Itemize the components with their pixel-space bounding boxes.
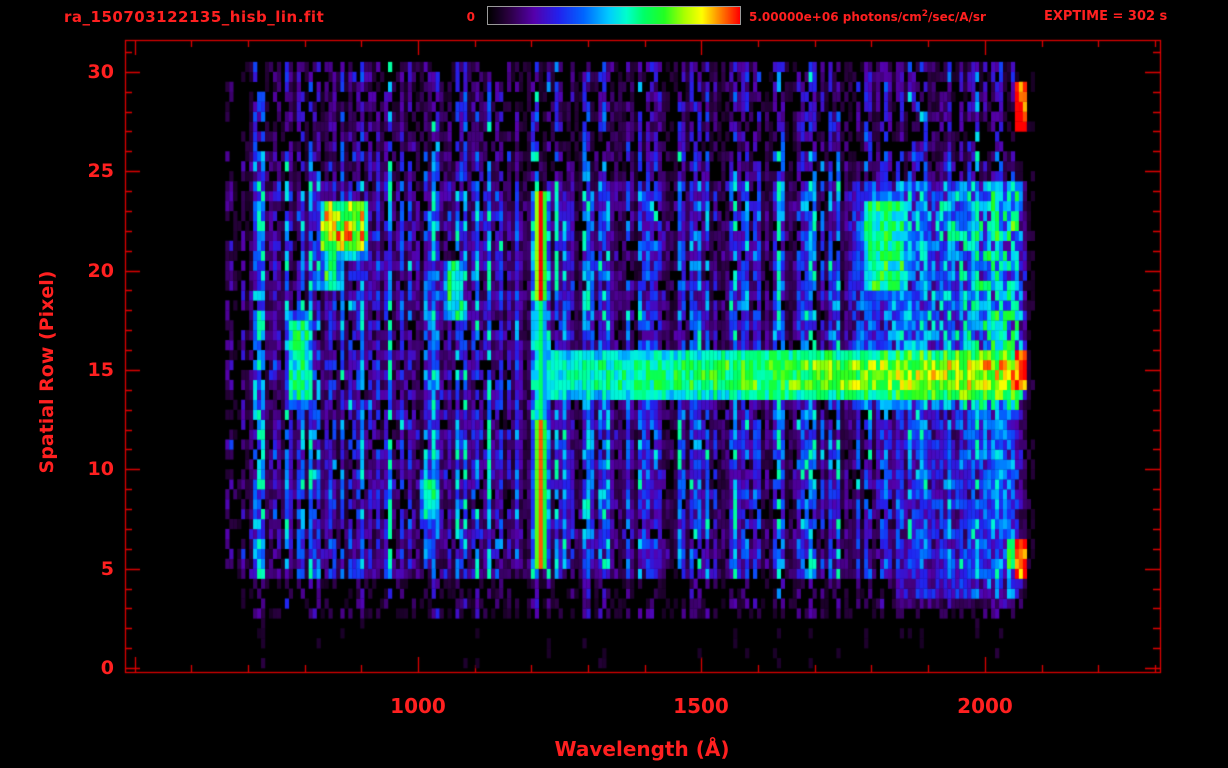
x-tick-label-1500: 1500 [673,694,729,718]
exptime-label: EXPTIME = 302 s [1044,9,1168,24]
y-tick-label-30: 30 [87,61,114,83]
x-axis-title: Wavelength (Å) [554,737,730,761]
colorbar-max-superscript: 2 [921,9,929,19]
colorbar-max-post: /sec/A/sr [928,10,986,24]
x-tick-label-1000: 1000 [390,694,446,718]
filename-title: ra_150703122135_hisb_lin.fit [64,8,325,26]
colorbar-max-label: 5.00000e+06 photons/cm2/sec/A/sr [749,9,986,24]
y-tick-label-20: 20 [87,260,114,282]
y-tick-label-25: 25 [87,160,114,182]
colorbar-max-pre: 5.00000e+06 photons/cm [749,10,922,24]
colorbar-min-label: 0 [466,10,475,24]
y-tick-label-0: 0 [100,657,114,679]
y-tick-label-15: 15 [87,359,114,381]
colorbar-gradient [487,6,741,25]
y-axis-title: Spatial Row (Pixel) [36,270,58,474]
x-tick-label-2000: 2000 [957,694,1013,718]
y-tick-label-10: 10 [87,458,114,480]
y-tick-label-5: 5 [100,558,114,580]
